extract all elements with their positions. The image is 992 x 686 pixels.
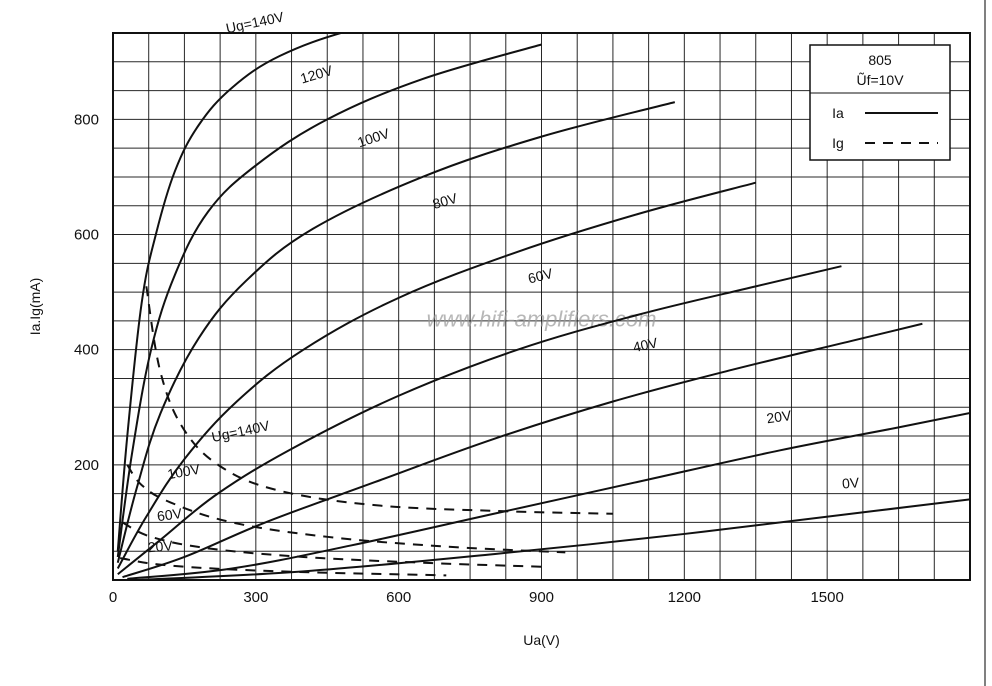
legend-title-2: Ũf=10V xyxy=(856,72,904,88)
y-tick-label: 400 xyxy=(74,342,99,359)
x-tick-label: 1200 xyxy=(668,589,701,606)
y-tick-label: 800 xyxy=(74,111,99,128)
chart-svg: 0 300 600 900 1200 1500 200 400 600 800 Ua(V) Ia.Ig… xyxy=(0,0,992,686)
y-axis-label: Ia.Ig(mA) xyxy=(27,278,43,336)
y-tick-label: 200 xyxy=(74,457,99,474)
ia-curve-label: 20V xyxy=(765,407,793,426)
ig-curve-label: 60V xyxy=(156,505,184,524)
ig-curve xyxy=(127,465,565,553)
ig-curve xyxy=(123,522,542,566)
ia-curve-label: 0V xyxy=(841,474,860,491)
ia-curve-label: 60V xyxy=(526,265,555,287)
ia-curve xyxy=(137,499,970,580)
ia-curve-label: 80V xyxy=(431,190,460,212)
legend-entry-label: Ig xyxy=(832,135,844,151)
ia-curve xyxy=(123,324,923,577)
ia-curve-label: 120V xyxy=(298,62,334,87)
x-tick-label: 900 xyxy=(529,589,554,606)
ia-curve xyxy=(127,413,970,579)
ig-curve-label: Ug=140V xyxy=(210,417,271,445)
x-tick-label: 1500 xyxy=(810,589,843,606)
legend-title-1: 805 xyxy=(868,52,892,68)
ig-curve-label: 100V xyxy=(166,461,202,483)
x-axis-label: Ua(V) xyxy=(523,632,560,648)
ig-curve-label: 20V xyxy=(147,537,174,555)
x-tick-label: 300 xyxy=(243,589,268,606)
ia-curve-label: 100V xyxy=(355,125,392,151)
ia-curve xyxy=(118,183,756,569)
ia-curve xyxy=(118,45,542,557)
x-tick-label: 600 xyxy=(386,589,411,606)
x-tick-label: 0 xyxy=(109,589,117,606)
tube-plate-curves-chart: { "chart": { "type": "line", "background… xyxy=(0,0,992,686)
ia-curve-label: 40V xyxy=(631,334,659,355)
legend-entry-label: Ia xyxy=(832,105,844,121)
y-tick-label: 600 xyxy=(74,227,99,244)
